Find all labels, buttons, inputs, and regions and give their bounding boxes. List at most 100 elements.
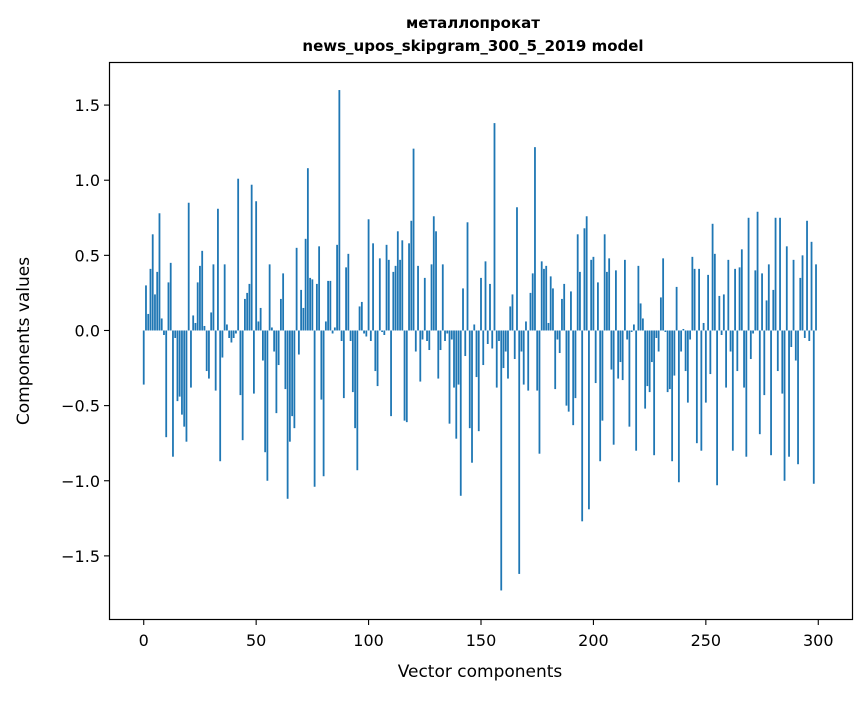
bar	[484, 261, 487, 331]
bar	[347, 253, 350, 331]
bar	[693, 268, 696, 331]
bar	[311, 279, 314, 331]
bar	[552, 288, 554, 331]
bar	[711, 223, 714, 331]
bar	[369, 330, 372, 341]
bar	[507, 330, 509, 379]
bar	[504, 330, 507, 352]
bar	[495, 330, 498, 388]
bar	[718, 295, 721, 331]
bar	[417, 265, 419, 331]
bar	[686, 330, 689, 403]
bar	[462, 288, 464, 331]
bar	[441, 264, 444, 331]
bar	[208, 330, 210, 379]
bar	[329, 280, 332, 331]
bar	[743, 330, 745, 388]
bar	[612, 330, 615, 445]
bar	[333, 327, 336, 331]
bar	[745, 330, 748, 457]
bar	[250, 184, 253, 331]
y-tick-label: −1.5	[61, 547, 100, 566]
bar	[237, 178, 240, 331]
bar	[763, 330, 766, 396]
bar	[387, 259, 390, 331]
bar	[482, 330, 485, 366]
bar	[232, 330, 235, 338]
bar	[405, 330, 408, 423]
bar	[641, 318, 644, 331]
bar	[776, 330, 779, 372]
bar	[426, 330, 428, 341]
bar	[169, 262, 172, 331]
bar	[682, 328, 685, 331]
bar	[331, 330, 334, 334]
bar	[142, 330, 145, 385]
bar	[516, 207, 518, 331]
bar	[502, 330, 505, 369]
bar	[630, 330, 633, 332]
bar	[603, 234, 606, 331]
plot-frame	[108, 61, 854, 621]
bar	[664, 330, 667, 332]
bar	[716, 330, 718, 486]
bar	[394, 265, 397, 331]
bar	[183, 330, 186, 427]
bar	[468, 330, 471, 429]
bar	[365, 330, 368, 337]
bar	[709, 330, 712, 375]
bar	[684, 330, 687, 372]
bar	[579, 271, 581, 331]
bar	[324, 321, 327, 331]
bar	[192, 315, 195, 331]
bar	[253, 330, 255, 394]
bar	[212, 264, 215, 331]
bar	[554, 330, 557, 390]
y-tick-label: −0.5	[61, 397, 100, 416]
bar	[235, 330, 237, 334]
bar	[349, 330, 352, 341]
bar	[158, 213, 161, 331]
bar	[163, 330, 165, 335]
bar	[446, 330, 449, 334]
bar	[428, 330, 431, 351]
bar	[662, 258, 665, 331]
bar	[320, 330, 323, 400]
bar	[293, 330, 296, 429]
bar	[318, 246, 321, 331]
y-tick-label: 0.0	[75, 321, 100, 340]
bar	[190, 330, 192, 388]
bar	[549, 276, 552, 331]
bar	[262, 330, 264, 361]
bar	[432, 216, 435, 331]
x-axis-label: Vector components	[398, 662, 563, 682]
bar	[509, 306, 512, 331]
bar	[761, 273, 763, 331]
bar	[408, 243, 410, 331]
bar	[689, 330, 692, 340]
bar	[527, 330, 530, 391]
bar	[154, 294, 156, 331]
bar	[806, 220, 808, 331]
bar	[226, 324, 228, 331]
bar	[583, 228, 586, 331]
bar	[315, 283, 318, 331]
x-tick-label: 50	[246, 631, 266, 650]
bar	[520, 330, 523, 352]
bar	[801, 255, 804, 331]
bar	[392, 271, 395, 331]
bar	[601, 330, 604, 421]
bar	[223, 264, 226, 331]
bar	[444, 330, 446, 341]
bar	[273, 330, 276, 352]
bar	[561, 298, 563, 331]
bar	[572, 330, 575, 426]
bar	[279, 298, 282, 331]
bar	[480, 277, 482, 331]
bar	[644, 330, 647, 409]
bar	[403, 330, 406, 421]
bar	[597, 282, 599, 331]
bar	[489, 283, 491, 331]
bar	[176, 330, 179, 402]
